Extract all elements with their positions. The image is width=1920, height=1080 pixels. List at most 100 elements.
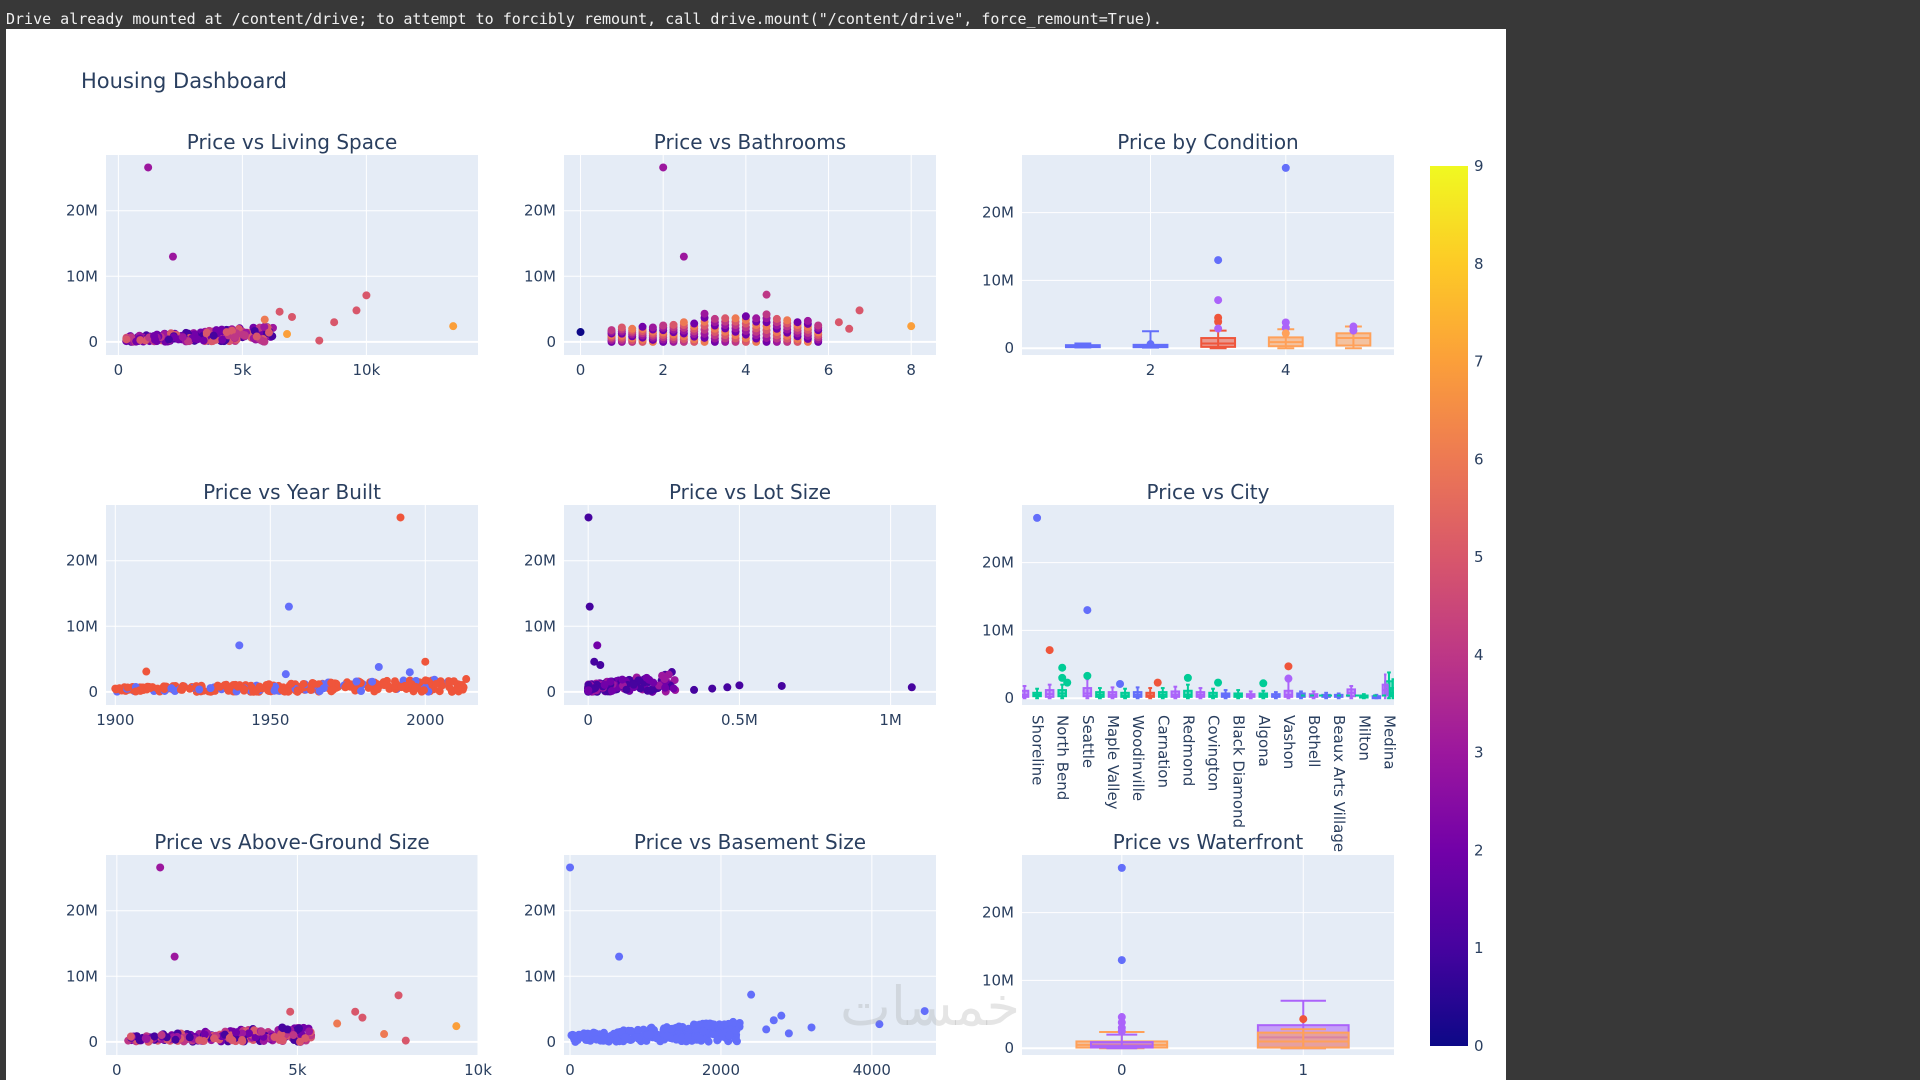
- data-point: [394, 991, 403, 1000]
- x-tick-label: Seattle: [1079, 715, 1097, 768]
- marks: [1022, 513, 1394, 700]
- data-point: [232, 1028, 241, 1037]
- data-point: [142, 667, 151, 676]
- box-trace: [1057, 663, 1072, 700]
- data-point: [638, 322, 647, 331]
- y-tick-label: 10M: [982, 621, 1014, 639]
- box-trace: [1107, 679, 1125, 700]
- y-tick-label: 10M: [524, 267, 556, 285]
- data-point: [720, 1020, 729, 1029]
- x-tick-label: 5k: [288, 1061, 307, 1079]
- data-point: [700, 309, 709, 318]
- x-tick-label: North Bend: [1054, 715, 1072, 800]
- data-point: [647, 1023, 656, 1032]
- box-trace: [1200, 256, 1237, 350]
- data-point: [327, 678, 336, 687]
- data-point: [390, 677, 399, 686]
- box-body: [1089, 1041, 1154, 1049]
- x-tick-label: Beaux Arts Village: [1330, 715, 1348, 852]
- colorbar: 0 1 2 3 4 5 6 7 8 9: [1430, 157, 1484, 1055]
- subplot-3: Price by Condition 0 10M 20M 2 4: [982, 130, 1394, 379]
- data-point: [373, 685, 382, 694]
- data-point: [577, 1032, 586, 1041]
- data-point: [233, 682, 242, 691]
- data-point: [593, 641, 602, 650]
- colorbar-tick-label: 6: [1474, 450, 1484, 468]
- outlier-point: [1083, 671, 1092, 680]
- outlier-point: [1214, 678, 1223, 687]
- data-point: [255, 682, 264, 691]
- outlier-point: [1214, 324, 1223, 333]
- subplot-9: Price vs Waterfront 0 10M 20M 0 1: [982, 830, 1394, 1079]
- outlier-point: [1117, 863, 1126, 872]
- subplot-title: Price by Condition: [1117, 130, 1298, 154]
- plot-area: [1022, 155, 1394, 355]
- colorbar-tick-label: 3: [1474, 744, 1484, 762]
- data-point: [660, 675, 669, 684]
- data-point: [667, 1024, 676, 1033]
- data-point: [199, 1036, 208, 1045]
- outlier-point: [1183, 673, 1192, 682]
- data-point: [159, 683, 168, 692]
- x-tick-label: Black Diamond: [1230, 715, 1248, 828]
- data-point: [380, 1030, 389, 1039]
- data-point: [632, 1032, 641, 1041]
- box-trace: [1256, 1028, 1350, 1050]
- outlier-point: [1117, 1027, 1126, 1036]
- data-point: [283, 1025, 292, 1034]
- data-point: [708, 684, 717, 693]
- data-point: [576, 328, 585, 337]
- y-tick-label: 20M: [66, 902, 98, 920]
- data-point: [845, 324, 854, 333]
- data-point: [600, 680, 609, 689]
- data-point: [721, 314, 730, 323]
- data-point: [310, 679, 319, 688]
- data-point: [607, 326, 616, 335]
- y-tick-label: 20M: [66, 202, 98, 220]
- box-trace: [1145, 678, 1162, 700]
- x-tick-label: 0: [112, 1061, 122, 1079]
- data-point: [732, 1026, 741, 1035]
- colorbar-gradient: [1430, 166, 1468, 1046]
- x-tick-label: Carnation: [1154, 715, 1172, 788]
- data-point: [777, 1011, 786, 1020]
- data-point: [210, 1034, 219, 1043]
- data-point: [629, 680, 638, 689]
- box-trace: [1132, 686, 1143, 700]
- data-point: [206, 684, 215, 693]
- data-point: [238, 1029, 247, 1038]
- data-point: [228, 1036, 237, 1045]
- data-point: [772, 314, 781, 323]
- data-point: [834, 318, 843, 327]
- data-point: [636, 684, 645, 693]
- data-point: [112, 685, 121, 694]
- y-tick-label: 0: [546, 1033, 556, 1051]
- data-point: [252, 332, 261, 341]
- output-cell: Housing Dashboard Price vs Living Space 0…: [6, 29, 1506, 1080]
- y-tick-label: 20M: [524, 552, 556, 570]
- data-point: [374, 662, 383, 671]
- data-point: [396, 513, 405, 522]
- colorbar-tick-label: 2: [1474, 841, 1484, 859]
- box-trace: [1089, 1033, 1154, 1050]
- box-trace: [1346, 685, 1357, 700]
- subplot-title: Price vs Basement Size: [634, 830, 866, 854]
- marks: [584, 513, 916, 696]
- data-point: [708, 1030, 717, 1039]
- y-tick-label: 10M: [66, 967, 98, 985]
- data-point: [615, 952, 624, 961]
- data-point: [136, 336, 145, 345]
- outlier-point: [1063, 678, 1072, 687]
- data-point: [583, 1036, 592, 1045]
- marks: [576, 163, 916, 346]
- data-point: [122, 335, 131, 344]
- subplot-title: Price vs City: [1147, 480, 1270, 504]
- data-point: [157, 1031, 166, 1040]
- box-body: [1283, 689, 1294, 698]
- data-point: [283, 330, 292, 339]
- data-point: [803, 316, 812, 325]
- outlier-point: [1045, 646, 1054, 655]
- box-trace: [1335, 322, 1372, 350]
- x-tick-label: Algona: [1255, 715, 1273, 767]
- data-point: [287, 679, 296, 688]
